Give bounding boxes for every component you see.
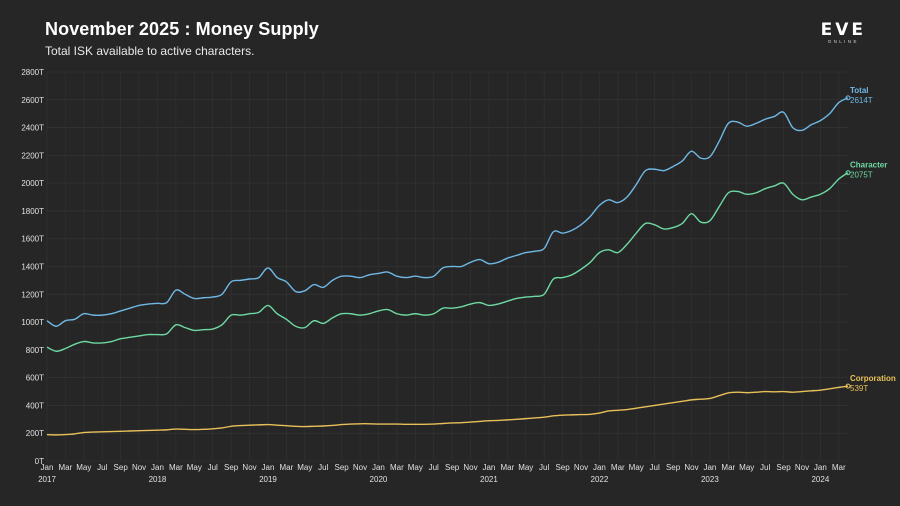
x-tick-label: Nov — [132, 463, 146, 472]
x-year-label: 2022 — [591, 475, 609, 484]
y-tick-label: 200T — [26, 429, 44, 438]
x-tick-label: Nov — [463, 463, 477, 472]
y-tick-label: 2200T — [21, 151, 44, 160]
x-tick-label: Jul — [760, 463, 770, 472]
logo-sub-text: ONLINE — [827, 39, 859, 44]
x-tick-label: May — [518, 463, 533, 472]
x-tick-label: Sep — [114, 463, 129, 472]
series-value-label: 2075T — [850, 171, 873, 180]
series-end-marker-total — [845, 95, 851, 101]
y-tick-label: 1400T — [21, 263, 44, 272]
y-tick-label: 400T — [26, 401, 44, 410]
x-tick-label: May — [76, 463, 91, 472]
x-tick-label: Mar — [59, 463, 73, 472]
series-value-label: 539T — [850, 384, 868, 393]
y-tick-label: 2000T — [21, 179, 44, 188]
x-tick-label: Jul — [208, 463, 218, 472]
series-line-total — [46, 97, 849, 327]
x-tick-label: Nov — [353, 463, 367, 472]
x-tick-label: May — [629, 463, 644, 472]
x-year-label: 2024 — [811, 475, 829, 484]
x-tick-label: Jul — [429, 463, 439, 472]
x-year-label: 2019 — [259, 475, 277, 484]
y-tick-label: 1800T — [21, 207, 44, 216]
y-tick-label: 1200T — [21, 290, 44, 299]
y-tick-label: 2800T — [21, 68, 44, 77]
x-tick-label: Mar — [721, 463, 735, 472]
series-name-label: Corporation — [850, 374, 896, 383]
x-tick-label: Mar — [390, 463, 404, 472]
grid-lines — [46, 71, 848, 462]
x-tick-label: Jan — [41, 463, 54, 472]
x-tick-label: Jan — [814, 463, 827, 472]
chart-title: November 2025 : Money Supply — [45, 19, 319, 39]
x-tick-label: Jan — [482, 463, 495, 472]
x-axis: Jan Mar May Jul Sep Nov Jan Mar May Jul Sep Nov Jan M… — [38, 463, 846, 484]
logo-main-text: EVE — [820, 20, 866, 40]
y-tick-label: 2600T — [21, 96, 44, 105]
series-end-marker-character — [845, 170, 851, 176]
series-line-corporation — [46, 385, 849, 436]
y-axis: 0T 200T 400T 600T 800T 1000T 1200T 1400T 1600T 18… — [21, 68, 44, 466]
x-tick-label: Mar — [832, 463, 846, 472]
x-tick-label: Jul — [650, 463, 660, 472]
x-tick-label: Nov — [574, 463, 588, 472]
x-tick-label: Mar — [169, 463, 183, 472]
x-year-label: 2020 — [370, 475, 388, 484]
x-tick-label: Mar — [500, 463, 514, 472]
x-tick-label: May — [187, 463, 202, 472]
x-tick-label: Jan — [593, 463, 606, 472]
x-tick-label: Nov — [795, 463, 809, 472]
x-year-label: 2023 — [701, 475, 719, 484]
eve-online-logo: EVE ONLINE — [821, 22, 866, 45]
x-tick-label: Mar — [279, 463, 293, 472]
y-tick-label: 600T — [26, 374, 44, 383]
x-tick-label: Sep — [555, 463, 570, 472]
series-lines — [46, 95, 851, 436]
x-tick-label: Jan — [703, 463, 716, 472]
y-tick-label: 0T — [35, 457, 44, 466]
y-tick-label: 2400T — [21, 124, 44, 133]
x-tick-label: May — [297, 463, 312, 472]
series-line-character — [46, 172, 849, 352]
x-tick-label: Jul — [318, 463, 328, 472]
x-tick-label: May — [739, 463, 754, 472]
x-year-label: 2021 — [480, 475, 498, 484]
series-name-label: Total — [850, 86, 869, 95]
x-tick-label: Sep — [445, 463, 460, 472]
x-tick-label: Jan — [262, 463, 275, 472]
x-tick-label: Nov — [684, 463, 698, 472]
x-tick-label: Sep — [776, 463, 791, 472]
x-year-label: 2018 — [149, 475, 167, 484]
y-tick-label: 800T — [26, 346, 44, 355]
series-name-label: Character — [850, 161, 887, 170]
x-tick-label: Jul — [97, 463, 107, 472]
x-tick-label: Sep — [666, 463, 681, 472]
y-tick-label: 1000T — [21, 318, 44, 327]
x-tick-label: May — [408, 463, 423, 472]
x-year-label: 2017 — [38, 475, 56, 484]
series-end-marker-corporation — [845, 383, 851, 389]
x-tick-label: Sep — [224, 463, 239, 472]
series-value-label: 2614T — [850, 96, 873, 105]
x-tick-label: Jul — [539, 463, 549, 472]
x-tick-label: Nov — [242, 463, 256, 472]
y-tick-label: 1600T — [21, 235, 44, 244]
chart-subtitle: Total ISK available to active characters… — [45, 44, 255, 58]
x-tick-label: Jan — [151, 463, 164, 472]
x-tick-label: Jan — [372, 463, 385, 472]
x-tick-label: Mar — [611, 463, 625, 472]
x-tick-label: Sep — [335, 463, 350, 472]
